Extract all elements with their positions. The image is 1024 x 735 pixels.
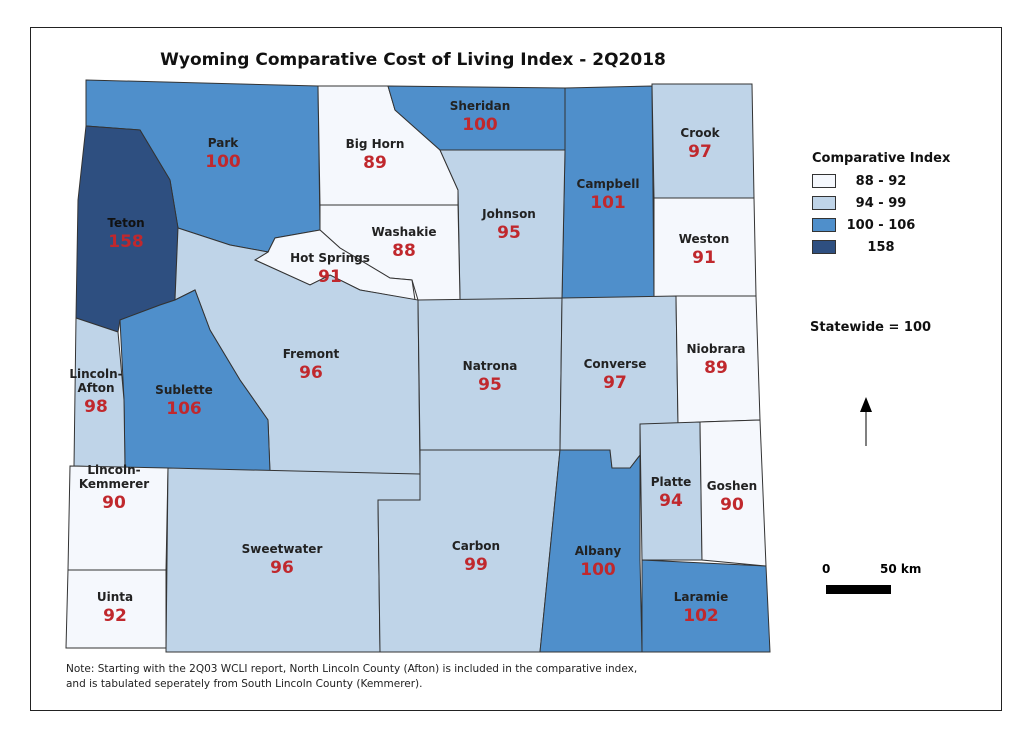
note-line: and is tabulated seperately from South L… bbox=[66, 678, 423, 690]
county-index-value: 97 bbox=[688, 142, 712, 162]
legend-swatch bbox=[812, 174, 836, 188]
north-arrow-icon bbox=[860, 397, 872, 446]
county-name-label: Lincoln-Kemmerer bbox=[79, 463, 149, 491]
county-index-value: 91 bbox=[692, 248, 716, 268]
legend-item: 100 - 106 bbox=[812, 214, 950, 236]
county-index-value: 90 bbox=[102, 493, 126, 513]
county-index-value: 94 bbox=[659, 491, 683, 511]
county-name-label: Natrona bbox=[463, 359, 518, 373]
county-laramie bbox=[641, 559, 771, 653]
county-name-label: Converse bbox=[584, 357, 647, 371]
legend-swatch bbox=[812, 218, 836, 232]
county-name-label: Goshen bbox=[707, 479, 757, 493]
county-index-value: 96 bbox=[270, 558, 294, 578]
county-index-value: 101 bbox=[590, 193, 626, 213]
county-index-value: 95 bbox=[497, 223, 521, 243]
legend-item: 88 - 92 bbox=[812, 170, 950, 192]
county-index-value: 90 bbox=[720, 495, 744, 515]
county-name-label: Hot Springs bbox=[290, 251, 370, 265]
county-index-value: 92 bbox=[103, 606, 127, 626]
statewide-label: Statewide = 100 bbox=[810, 320, 932, 335]
county-index-value: 102 bbox=[683, 606, 719, 626]
note-line: Note: Starting with the 2Q03 WCLI report… bbox=[66, 663, 638, 675]
county-name-label: Lincoln-Afton bbox=[69, 367, 122, 395]
scale-start-label: 0 bbox=[822, 562, 831, 576]
county-name-label: Campbell bbox=[577, 177, 640, 191]
county-index-value: 106 bbox=[166, 399, 202, 419]
county-name-label: Teton bbox=[107, 216, 144, 230]
county-name-label: Platte bbox=[651, 475, 692, 489]
county-index-value: 100 bbox=[580, 560, 616, 580]
county-name-label: Fremont bbox=[283, 347, 340, 361]
county-name-label: Laramie bbox=[674, 590, 729, 604]
map-frame bbox=[30, 27, 1002, 711]
county-index-value: 97 bbox=[603, 373, 627, 393]
county-index-value: 88 bbox=[392, 241, 416, 261]
legend-title: Comparative Index bbox=[812, 151, 951, 166]
county-index-value: 89 bbox=[704, 358, 728, 378]
county-name-label: Sweetwater bbox=[242, 542, 323, 556]
county-name-label: Niobrara bbox=[686, 342, 745, 356]
county-natrona bbox=[417, 297, 563, 451]
scale-bar bbox=[826, 585, 891, 594]
county-name-label: Albany bbox=[575, 544, 622, 558]
county-goshen bbox=[699, 419, 767, 567]
county-crook bbox=[651, 83, 755, 199]
county-name-label: Washakie bbox=[372, 225, 437, 239]
county-index-value: 96 bbox=[299, 363, 323, 383]
legend: Comparative Index 88 - 92 94 - 99 100 - … bbox=[812, 151, 950, 258]
county-index-value: 100 bbox=[205, 152, 241, 172]
county-index-value: 100 bbox=[462, 115, 498, 135]
county-index-value: 98 bbox=[84, 397, 108, 417]
legend-item: 94 - 99 bbox=[812, 192, 950, 214]
county-name-label: Carbon bbox=[452, 539, 500, 553]
county-index-value: 95 bbox=[478, 375, 502, 395]
legend-swatch bbox=[812, 240, 836, 254]
county-lincoln-afton bbox=[73, 317, 126, 469]
county-name-label: Park bbox=[208, 136, 239, 150]
map-note: Note: Starting with the 2Q03 WCLI report… bbox=[66, 662, 637, 692]
county-name-label: Sheridan bbox=[450, 99, 511, 113]
map-title: Wyoming Comparative Cost of Living Index… bbox=[160, 50, 666, 70]
county-index-value: 89 bbox=[363, 153, 387, 173]
county-name-label: Big Horn bbox=[346, 137, 405, 151]
county-name-label: Crook bbox=[680, 126, 720, 140]
county-name-label: Johnson bbox=[481, 207, 536, 221]
county-name-label: Weston bbox=[679, 232, 730, 246]
county-index-value: 158 bbox=[108, 232, 144, 252]
county-name-label: Sublette bbox=[155, 383, 213, 397]
legend-label: 88 - 92 bbox=[855, 173, 907, 189]
legend-label: 100 - 106 bbox=[846, 217, 916, 233]
county-index-value: 91 bbox=[318, 267, 342, 287]
legend-item: 158 bbox=[812, 236, 950, 258]
county-index-value: 99 bbox=[464, 555, 488, 575]
scale-end-label: 50 km bbox=[880, 562, 922, 576]
legend-label: 94 - 99 bbox=[855, 195, 907, 211]
legend-label: 158 bbox=[867, 239, 895, 255]
county-campbell bbox=[561, 85, 655, 299]
county-name-label: Uinta bbox=[97, 590, 133, 604]
legend-swatch bbox=[812, 196, 836, 210]
